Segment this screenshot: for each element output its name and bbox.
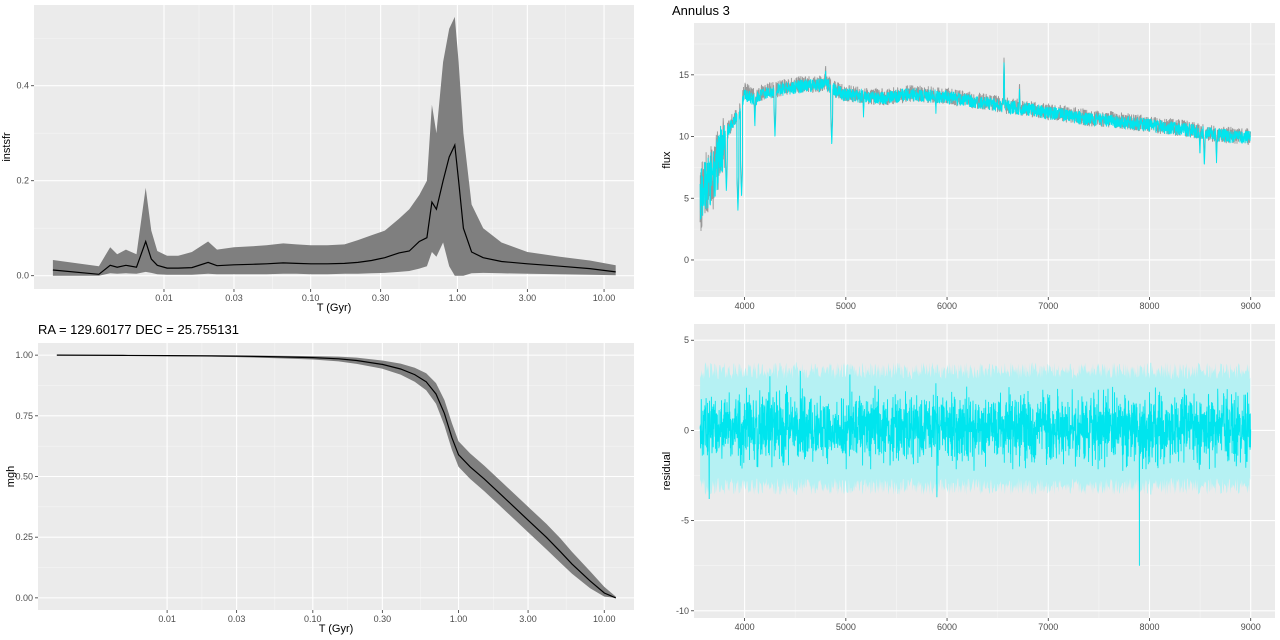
sfh-x-tick-label: 10.00	[593, 293, 616, 303]
mgh-median-line	[56, 354, 617, 599]
mgh-x-tick-label: 10.00	[593, 614, 616, 624]
spectrum-x-tick-label: 8000	[1139, 301, 1159, 311]
sfh-y-tick-label: 0.4	[16, 81, 29, 91]
spectrum-ticks: 0 5 10 15 4000 5000 6000 7000 8000 9000	[679, 70, 1261, 311]
spectrum-y-tick-label: 15	[679, 70, 689, 80]
residual-y-axis-label: residual	[661, 452, 673, 491]
residual-ticks: -10 -5 0 5 4000 5000 6000 7000 8000 9000	[676, 335, 1261, 632]
sfh-x-tick-label: 0.03	[225, 293, 243, 303]
spectrum-y-axis-label: flux	[661, 151, 673, 169]
sfh-panel: 0.0 0.2 0.4 0.01 0.03 0.10 0.30 1.00 3.00 10.00 T…	[1, 5, 634, 314]
spectrum-x-tick-label: 6000	[937, 301, 957, 311]
spectrum-marks	[699, 57, 1251, 232]
spectrum-x-tick-label: 4000	[735, 301, 755, 311]
sfh-x-tick-label: 0.01	[155, 293, 173, 303]
spectrum-plot-area	[694, 23, 1275, 297]
sfh-x-tick-label: 3.00	[519, 293, 537, 303]
spectrum-y-tick-label: 0	[684, 255, 689, 265]
spectrum-x-tick-label: 7000	[1038, 301, 1058, 311]
residual-x-tick-label: 5000	[836, 622, 856, 632]
sfh-x-tick-label: 0.10	[302, 293, 320, 303]
residual-x-tick-label: 9000	[1241, 622, 1261, 632]
mgh-y-tick-label: 0.50	[15, 472, 33, 482]
mgh-y-tick-label: 1.00	[15, 350, 33, 360]
sfh-plot-area	[34, 5, 634, 289]
residual-y-tick-label: -5	[681, 516, 689, 526]
residual-x-tick-label: 7000	[1038, 622, 1058, 632]
spectrum-panel: Annulus 3 0 5 10 15 4000 5000 6000 7000 8000 9000…	[661, 3, 1275, 311]
mgh-x-tick-label: 0.30	[374, 614, 392, 624]
spectrum-title: Annulus 3	[672, 3, 730, 18]
spectrum-x-tick-label: 9000	[1241, 301, 1261, 311]
spectrum-y-tick-label: 10	[679, 132, 689, 142]
mgh-x-tick-label: 0.03	[228, 614, 246, 624]
mgh-x-tick-label: 0.10	[304, 614, 322, 624]
sfh-x-tick-label: 1.00	[449, 293, 467, 303]
mgh-y-tick-label: 0.25	[15, 532, 33, 542]
spectrum-grid	[694, 23, 1275, 297]
residual-marks	[699, 362, 1252, 566]
spectrum-x-tick-label: 5000	[836, 301, 856, 311]
sfh-ticks: 0.0 0.2 0.4 0.01 0.03 0.10 0.30 1.00 3.00 10.00	[16, 81, 615, 303]
residual-y-tick-label: -10	[676, 606, 689, 616]
sfh-x-axis-label: T (Gyr)	[317, 302, 352, 314]
residual-x-tick-label: 4000	[735, 622, 755, 632]
residual-y-tick-label: 0	[684, 425, 689, 435]
mgh-y-tick-label: 0.75	[15, 411, 33, 421]
residual-x-tick-label: 8000	[1139, 622, 1159, 632]
mgh-ticks: 0.00 0.25 0.50 0.75 1.00 0.01 0.03 0.10 0.30 1.00…	[15, 350, 615, 624]
sfh-y-axis-label: instsfr	[1, 132, 13, 162]
sfh-x-tick-label: 0.30	[372, 293, 390, 303]
mgh-panel: RA = 129.60177 DEC = 25.755131 0.000.250…	[5, 322, 634, 635]
mgh-x-tick-label: 0.01	[158, 614, 176, 624]
sfh-uncertainty-band	[52, 16, 616, 276]
spectrum-model-flux-line	[699, 62, 1251, 220]
mgh-marks	[56, 354, 617, 599]
spectrum-y-tick-label: 5	[684, 193, 689, 203]
residual-y-tick-label: 5	[684, 335, 689, 345]
sfh-marks	[52, 16, 616, 276]
mgh-x-tick-label: 3.00	[519, 614, 537, 624]
sfh-y-tick-label: 0.2	[16, 176, 29, 186]
residual-panel: -10 -5 0 5 4000 5000 6000 7000 8000 9000 residual	[661, 324, 1275, 632]
residual-x-tick-label: 6000	[937, 622, 957, 632]
mgh-x-tick-label: 1.00	[450, 614, 468, 624]
mgh-y-axis-label: mgh	[5, 466, 17, 487]
residual-residual-line	[699, 370, 1252, 566]
sfh-grid	[34, 5, 634, 289]
sfh-y-tick-label: 0.0	[16, 271, 29, 281]
mgh-y-tick-label: 0.00	[15, 593, 33, 603]
mgh-x-axis-label: T (Gyr)	[319, 623, 354, 635]
sfh-median-line	[52, 142, 616, 275]
mgh-title: RA = 129.60177 DEC = 25.755131	[38, 322, 239, 337]
